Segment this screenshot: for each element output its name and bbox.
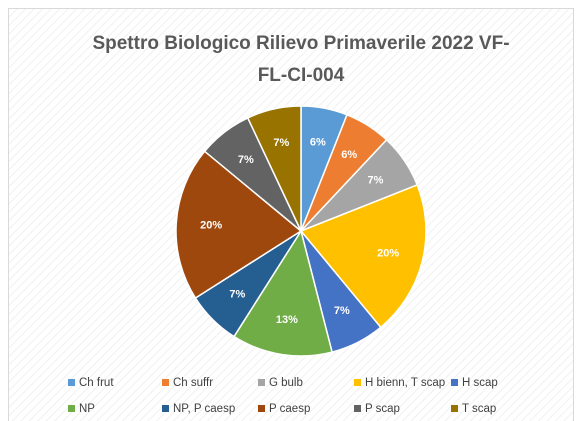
- legend-swatch: [258, 379, 265, 386]
- chart-title: Spettro Biologico Rilievo Primaverile 20…: [92, 33, 510, 86]
- data-label: 7%: [229, 289, 245, 301]
- data-label: 6%: [310, 137, 326, 149]
- legend-swatch: [354, 405, 361, 412]
- data-label: 7%: [334, 305, 350, 317]
- plot: 6% 6% 7% 20% 7% 13% 7% 20% 7% 7% Ch frut Ch suffr G …: [68, 105, 498, 415]
- pie-slice: [232, 229, 333, 357]
- legend-label: NP: [79, 403, 95, 415]
- legend-swatch: [68, 379, 75, 386]
- legend-swatch: [68, 405, 75, 412]
- data-label: 7%: [367, 174, 383, 186]
- data-label: 13%: [276, 314, 298, 326]
- legend-label: Ch suffr: [173, 377, 213, 389]
- legend-swatch: [451, 379, 458, 386]
- pie-slice: [246, 105, 302, 232]
- legend-swatch: [162, 405, 169, 412]
- legend-label: P caesp: [269, 403, 310, 415]
- legend-label: G bulb: [269, 377, 303, 389]
- legend-swatch: [354, 379, 361, 386]
- legend-swatch: [162, 379, 169, 386]
- legend-label: H scap: [462, 377, 498, 389]
- data-label: 7%: [238, 154, 254, 166]
- pie-slice: [299, 184, 427, 329]
- legend-swatch: [451, 405, 458, 412]
- legend-label: T scap: [462, 403, 496, 415]
- legend-label: Ch frut: [79, 377, 114, 389]
- legend-label: H bienn, T scap: [365, 377, 445, 389]
- data-label: 20%: [200, 219, 222, 231]
- legend-label: NP, P caesp: [173, 403, 235, 415]
- data-label: 6%: [341, 149, 357, 161]
- legend-swatch: [258, 405, 265, 412]
- data-label: 7%: [273, 137, 289, 149]
- data-label: 20%: [377, 247, 399, 259]
- pie-slice: [175, 150, 303, 300]
- legend-label: P scap: [365, 403, 400, 415]
